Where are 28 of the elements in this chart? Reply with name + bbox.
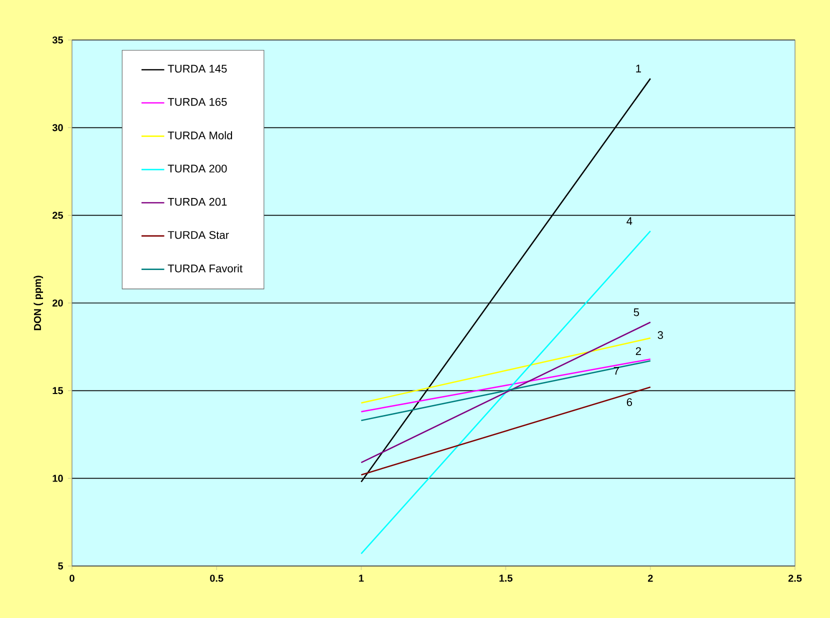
legend-label: TURDA Mold [168, 131, 232, 140]
annotation: 3 [658, 331, 663, 339]
x-tick-label: 0 [70, 574, 74, 582]
y-tick-label: 5 [58, 562, 64, 570]
legend-label: TURDA 165 [168, 98, 227, 106]
annotation: 1 [636, 64, 641, 72]
y-tick-label: 15 [52, 387, 64, 394]
annotation: 6 [626, 398, 632, 406]
x-tick-label: 0.5 [210, 574, 224, 582]
legend-label: TURDA 201 [168, 198, 227, 206]
x-tick-label: 2.5 [788, 574, 802, 582]
annotation: 4 [626, 217, 632, 225]
x-tick-label: 1 [359, 574, 364, 582]
y-axis-title: DON ( ppm) [34, 276, 44, 330]
legend-label: TURDA Favorit [168, 264, 242, 272]
legend-label: TURDA Star [168, 231, 229, 239]
y-tick-label: 10 [52, 474, 63, 482]
annotation: 2 [636, 347, 641, 355]
y-tick-label: 20 [52, 299, 63, 307]
legend-label: TURDA 145 [168, 64, 227, 73]
legend-label: TURDA 200 [168, 164, 227, 173]
annotation: 5 [634, 308, 640, 316]
y-tick-label: 25 [52, 212, 64, 219]
x-tick-label: 1.5 [499, 574, 512, 582]
annotation: 7 [614, 367, 619, 375]
y-tick-label: 35 [52, 36, 64, 44]
x-tick-label: 2 [648, 574, 653, 582]
y-tick-label: 30 [52, 124, 63, 132]
